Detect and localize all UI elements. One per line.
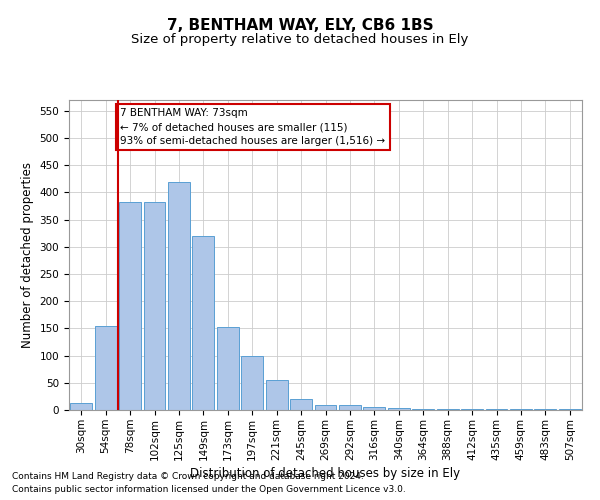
Text: 7 BENTHAM WAY: 73sqm
← 7% of detached houses are smaller (115)
93% of semi-detac: 7 BENTHAM WAY: 73sqm ← 7% of detached ho… bbox=[120, 108, 385, 146]
Bar bbox=[388, 408, 410, 410]
Text: 7, BENTHAM WAY, ELY, CB6 1BS: 7, BENTHAM WAY, ELY, CB6 1BS bbox=[167, 18, 433, 32]
Bar bbox=[119, 202, 141, 410]
Bar bbox=[241, 356, 263, 410]
Bar bbox=[193, 236, 214, 410]
Bar bbox=[168, 182, 190, 410]
Bar bbox=[559, 409, 581, 410]
Bar bbox=[290, 399, 312, 410]
Bar bbox=[364, 408, 385, 410]
Bar bbox=[314, 404, 337, 410]
Bar bbox=[70, 404, 92, 410]
Bar bbox=[95, 326, 116, 410]
Bar bbox=[412, 409, 434, 410]
Y-axis label: Number of detached properties: Number of detached properties bbox=[21, 162, 34, 348]
Text: Contains HM Land Registry data © Crown copyright and database right 2024.: Contains HM Land Registry data © Crown c… bbox=[12, 472, 364, 481]
X-axis label: Distribution of detached houses by size in Ely: Distribution of detached houses by size … bbox=[190, 466, 461, 479]
Text: Contains public sector information licensed under the Open Government Licence v3: Contains public sector information licen… bbox=[12, 485, 406, 494]
Bar bbox=[266, 380, 287, 410]
Bar bbox=[217, 328, 239, 410]
Bar bbox=[461, 409, 483, 410]
Text: Size of property relative to detached houses in Ely: Size of property relative to detached ho… bbox=[131, 32, 469, 46]
Bar bbox=[339, 404, 361, 410]
Bar bbox=[143, 202, 166, 410]
